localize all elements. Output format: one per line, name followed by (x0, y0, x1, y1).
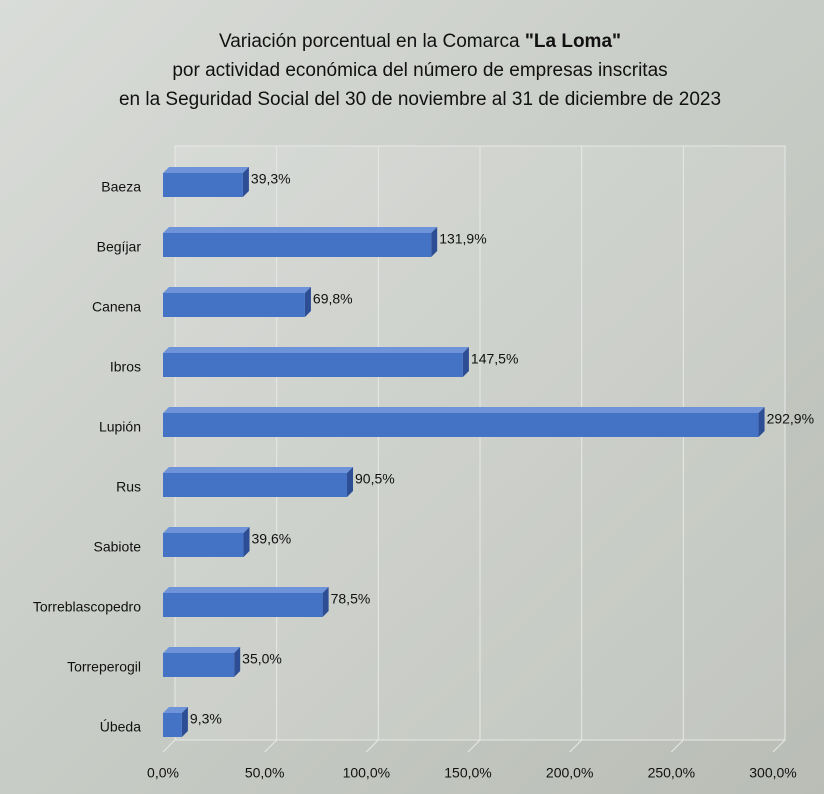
x-tick-label: 50,0% (245, 765, 285, 781)
y-tick-label: Baeza (101, 179, 141, 195)
bar (163, 233, 432, 257)
bar-side (347, 467, 354, 497)
data-label: 292,9% (767, 411, 814, 427)
bar-side (758, 407, 765, 437)
x-tick-label: 0,0% (147, 765, 179, 781)
chart-subtitle: por actividad económica del número de em… (172, 60, 667, 81)
bar (163, 173, 243, 197)
data-label: 147,5% (471, 351, 518, 367)
y-tick-label: Rus (116, 479, 141, 495)
bar-side (322, 587, 329, 617)
y-tick-label: Sabiote (94, 539, 142, 555)
x-tick-label: 100,0% (343, 765, 390, 781)
bar-top (163, 347, 469, 353)
data-label: 78,5% (331, 591, 371, 607)
chart-subtitle: en la Seguridad Social del 30 de noviemb… (119, 89, 721, 110)
grid-line (772, 739, 786, 753)
bar-top (163, 647, 241, 653)
grid-line (670, 739, 684, 753)
bar-top (163, 167, 249, 173)
bar-top (163, 227, 438, 233)
bar-side (462, 347, 469, 377)
bar (163, 533, 244, 557)
data-label: 90,5% (355, 471, 395, 487)
grid-line (467, 739, 481, 753)
y-tick-label: Lupión (99, 419, 141, 435)
bar-top (163, 287, 311, 293)
chart-title: Variación porcentual en la Comarca "La L… (219, 31, 621, 52)
bar-top (163, 707, 188, 713)
data-label: 9,3% (190, 711, 222, 727)
bar-side (242, 167, 249, 197)
y-tick-label: Torreperogil (67, 659, 141, 675)
y-tick-label: Ibros (110, 359, 141, 375)
bar-top (163, 467, 354, 473)
bar-top (163, 527, 250, 533)
bar-side (234, 647, 241, 677)
grid-line (264, 739, 278, 753)
data-label: 39,3% (251, 171, 291, 187)
y-tick-label: Begíjar (97, 239, 142, 255)
bar-side (181, 707, 188, 737)
bar (163, 413, 759, 437)
y-tick-label: Úbeda (100, 719, 141, 735)
x-tick-label: 150,0% (444, 765, 491, 781)
grid-line (569, 739, 583, 753)
bar (163, 713, 182, 737)
bar-side (431, 227, 438, 257)
x-tick-label: 300,0% (749, 765, 796, 781)
data-label: 69,8% (313, 291, 353, 307)
bar-side (243, 527, 250, 557)
x-tick-label: 250,0% (648, 765, 695, 781)
bar (163, 593, 323, 617)
data-label: 131,9% (439, 231, 486, 247)
bar-top (163, 407, 765, 413)
bar (163, 293, 305, 317)
data-label: 35,0% (242, 651, 282, 667)
y-tick-label: Canena (92, 299, 141, 315)
y-tick-label: Torreblascopedro (33, 599, 141, 615)
bar-top (163, 587, 329, 593)
bar (163, 473, 348, 497)
grid-line (365, 739, 379, 753)
bar (163, 353, 463, 377)
bar-side (304, 287, 311, 317)
x-tick-label: 200,0% (546, 765, 593, 781)
bar (163, 653, 235, 677)
grid-line (162, 739, 176, 753)
data-label: 39,6% (252, 531, 292, 547)
